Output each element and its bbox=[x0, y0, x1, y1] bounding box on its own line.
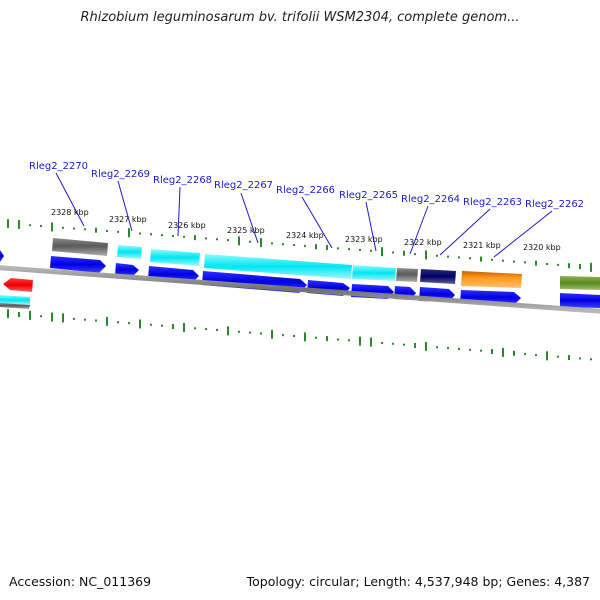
feature-orange-gene bbox=[461, 271, 522, 288]
gene-label[interactable]: Rleg2_2268 bbox=[153, 175, 212, 186]
position-label: 2321 kbp bbox=[463, 241, 501, 250]
gene-label[interactable]: Rleg2_2269 bbox=[91, 169, 150, 180]
feature-cyan-gene bbox=[0, 295, 30, 305]
cds-arrow bbox=[115, 263, 139, 277]
gene-label[interactable]: Rleg2_2263 bbox=[463, 197, 522, 208]
position-label: 2327 kbp bbox=[109, 215, 147, 224]
gene-label[interactable]: Rleg2_2262 bbox=[525, 199, 584, 210]
feature-cyan-gene bbox=[150, 249, 200, 266]
cds-arrow bbox=[50, 256, 106, 273]
feature-navy-gene bbox=[420, 269, 456, 284]
accession-text: Accession: NC_011369 bbox=[9, 574, 152, 589]
position-label: 2324 kbp bbox=[286, 231, 324, 240]
gc-skew-track-inner bbox=[7, 309, 592, 361]
gene-label[interactable]: Rleg2_2266 bbox=[276, 185, 335, 196]
gene-label[interactable]: Rleg2_2265 bbox=[339, 190, 398, 201]
feature-cyan-gene bbox=[352, 265, 396, 281]
genome-summary-text: Topology: circular; Length: 4,537,948 bp… bbox=[246, 574, 590, 589]
gene-label[interactable]: Rleg2_2267 bbox=[214, 180, 273, 191]
position-label: 2322 kbp bbox=[404, 238, 442, 247]
cds-arrow-left-edge bbox=[0, 250, 4, 262]
feature-red-gene bbox=[3, 278, 33, 292]
position-label: 2320 kbp bbox=[523, 243, 561, 252]
feature-gray-gene bbox=[52, 238, 108, 256]
genome-title: Rhizobium leguminosarum bv. trifolii WSM… bbox=[80, 10, 520, 25]
gc-skew-track-outer bbox=[7, 219, 592, 272]
position-label: 2325 kbp bbox=[227, 226, 265, 235]
gene-label[interactable]: Rleg2_2264 bbox=[401, 194, 460, 205]
cds-arrow bbox=[560, 293, 600, 308]
feature-cyan-gene bbox=[204, 254, 352, 279]
genome-backbone bbox=[0, 265, 600, 314]
feature-olive-gene bbox=[560, 276, 600, 290]
position-label: 2328 kbp bbox=[51, 208, 89, 217]
position-label: 2323 kbp bbox=[345, 235, 383, 244]
position-label: 2326 kbp bbox=[168, 221, 206, 230]
label-leaders bbox=[55, 172, 553, 258]
gene-label[interactable]: Rleg2_2270 bbox=[29, 161, 88, 172]
feature-gray-gene bbox=[0, 303, 30, 309]
feature-cyan-gene bbox=[117, 245, 142, 259]
feature-gray-gene bbox=[396, 268, 418, 282]
